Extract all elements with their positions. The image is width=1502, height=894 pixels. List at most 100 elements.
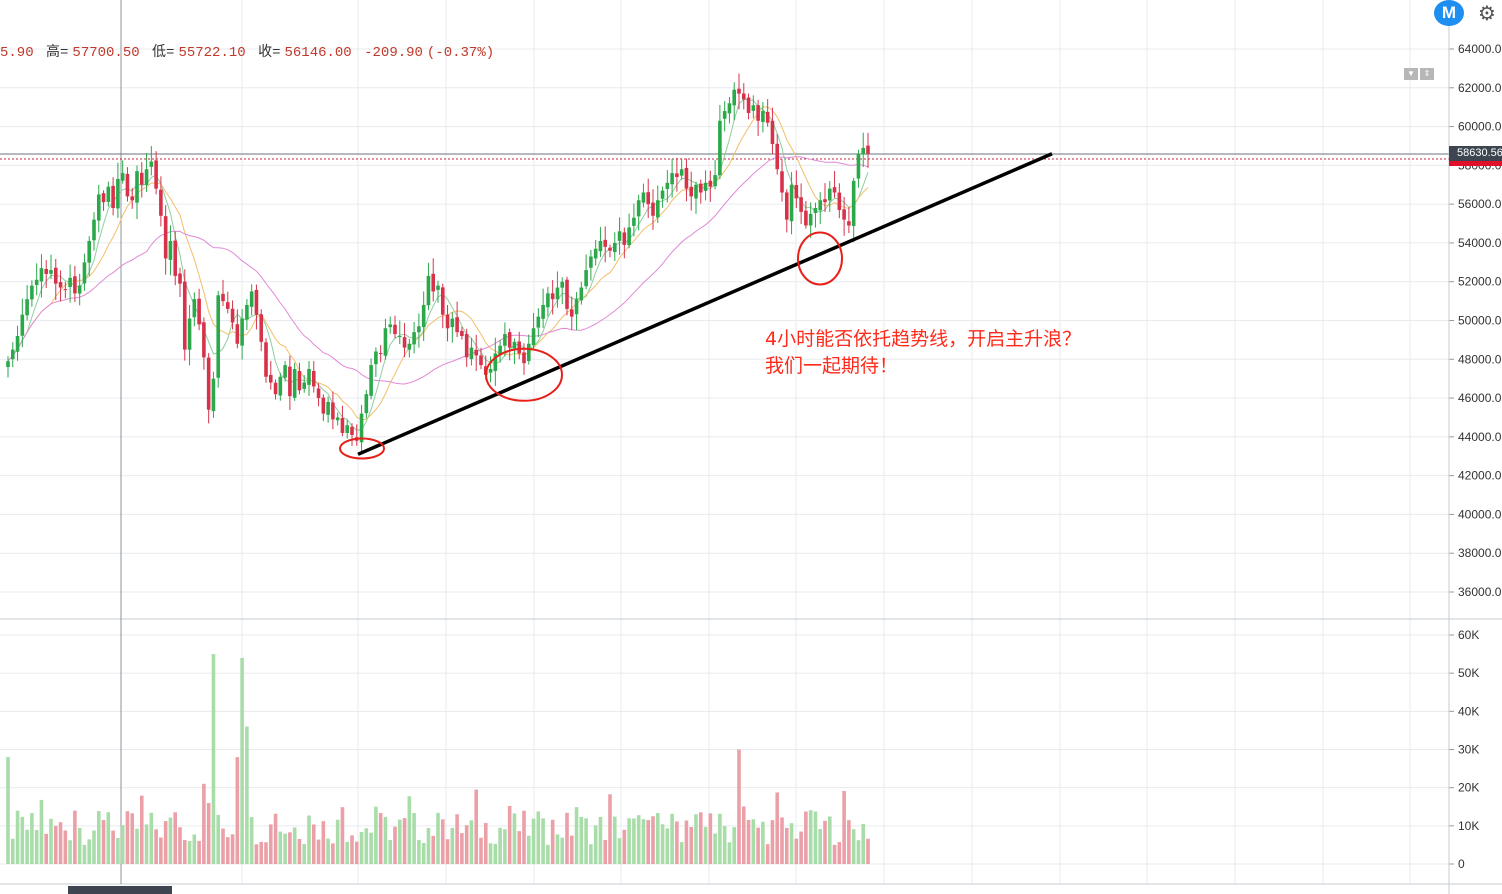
volume-bar-down	[273, 813, 278, 864]
candle-up	[49, 270, 53, 274]
volume-bar-down	[197, 840, 201, 864]
volume-bar-up	[359, 831, 364, 864]
candle-up	[598, 240, 603, 252]
volume-bar-down	[182, 840, 187, 864]
volume-bar-down	[431, 835, 436, 864]
volume-bar-down	[53, 825, 58, 864]
low-circle-2	[485, 347, 563, 402]
candle-up	[861, 147, 866, 155]
volume-bar-up	[655, 812, 660, 864]
candle-down	[268, 374, 273, 383]
candle-up	[851, 180, 856, 227]
candle-down	[460, 330, 464, 337]
trendline	[357, 152, 1053, 456]
candle-down	[331, 402, 335, 420]
volume-bar-down	[455, 814, 459, 864]
volume-bar-up	[68, 840, 72, 864]
candle-up	[345, 425, 350, 433]
candle-down	[225, 302, 230, 309]
volume-bar-down	[221, 828, 225, 864]
candle-up	[617, 231, 622, 241]
volume-bar-up	[421, 843, 426, 864]
candle-up	[612, 242, 617, 253]
candle-down	[58, 282, 63, 288]
volume-bar-down	[111, 830, 115, 864]
candle-up	[96, 194, 101, 221]
volume-bar-up	[660, 824, 665, 864]
candle-down	[474, 349, 479, 356]
volume-bar-down	[264, 842, 268, 864]
candle-down	[402, 337, 407, 348]
volume-bar-down	[130, 813, 135, 864]
volume-bar-down	[794, 838, 799, 864]
volume-bar-down	[393, 826, 397, 864]
candle-up	[120, 173, 125, 181]
candle-down	[230, 308, 235, 323]
gear-icon[interactable]: ⚙	[1478, 3, 1496, 25]
candle-up	[713, 175, 717, 187]
candle-up	[187, 318, 192, 350]
candle-up	[641, 192, 646, 203]
volume-bar-up	[617, 838, 622, 864]
crosshair-time-badge	[68, 886, 172, 894]
volume-bar-up	[168, 817, 173, 864]
volume-bar-down	[569, 835, 574, 864]
candle-down	[842, 209, 846, 220]
candle-down	[288, 366, 292, 397]
candle-down	[297, 371, 302, 391]
low-value: 55722.10	[178, 45, 246, 61]
candle-up	[6, 361, 10, 368]
candle-down	[111, 185, 115, 209]
candle-up	[632, 217, 636, 226]
candle-down	[125, 173, 130, 197]
candle-up	[526, 343, 531, 362]
volume-bar-up	[536, 811, 541, 864]
candle-up	[655, 200, 660, 218]
volume-bar-up	[589, 844, 593, 864]
candle-down	[608, 247, 612, 251]
scroll-icon[interactable]: ⇕	[1420, 68, 1434, 80]
volume-bar-up	[92, 830, 96, 864]
volume-bar-up	[335, 819, 340, 864]
change-pct: (-0.37%)	[426, 45, 495, 61]
candle-up	[436, 285, 440, 290]
volume-bar-down	[741, 806, 746, 864]
volume-bar-down	[173, 812, 178, 864]
candle-down	[517, 341, 522, 354]
candle-up	[249, 291, 254, 307]
candle-down	[159, 189, 163, 216]
volume-bar-up	[6, 757, 10, 864]
candle-up	[278, 376, 283, 396]
candle-up	[541, 304, 545, 319]
volume-bar-down	[235, 757, 240, 864]
candle-up	[718, 120, 722, 176]
candle-up	[555, 287, 560, 300]
volume-bar-down	[139, 795, 144, 864]
volume-bar-down	[866, 838, 870, 864]
candle-up	[722, 111, 727, 119]
volume-bar-up	[469, 820, 474, 864]
price-tick-label: 44000.0	[1458, 430, 1502, 444]
candle-down	[765, 111, 770, 123]
candle-up	[292, 368, 297, 398]
volume-bar-down	[603, 839, 608, 864]
volume-bar-down	[765, 844, 770, 864]
last-price-marker	[1449, 161, 1502, 166]
logo-icon[interactable]: M	[1434, 0, 1464, 26]
collapse-icon[interactable]: ▼	[1404, 68, 1418, 80]
low-circle-1	[339, 437, 385, 460]
volume-bar-up	[120, 825, 125, 864]
candle-down	[63, 289, 68, 291]
volume-bar-up	[579, 816, 584, 864]
candlesticks	[6, 73, 870, 455]
volume-bar-up	[149, 812, 154, 864]
candle-down	[784, 192, 789, 220]
candle-down	[154, 160, 158, 189]
volume-bar-up	[135, 828, 139, 864]
volume-bar-down	[288, 832, 292, 864]
price-tick-label: 56000.0	[1458, 197, 1502, 211]
volume-bar-down	[483, 822, 488, 864]
candle-down	[440, 287, 445, 315]
